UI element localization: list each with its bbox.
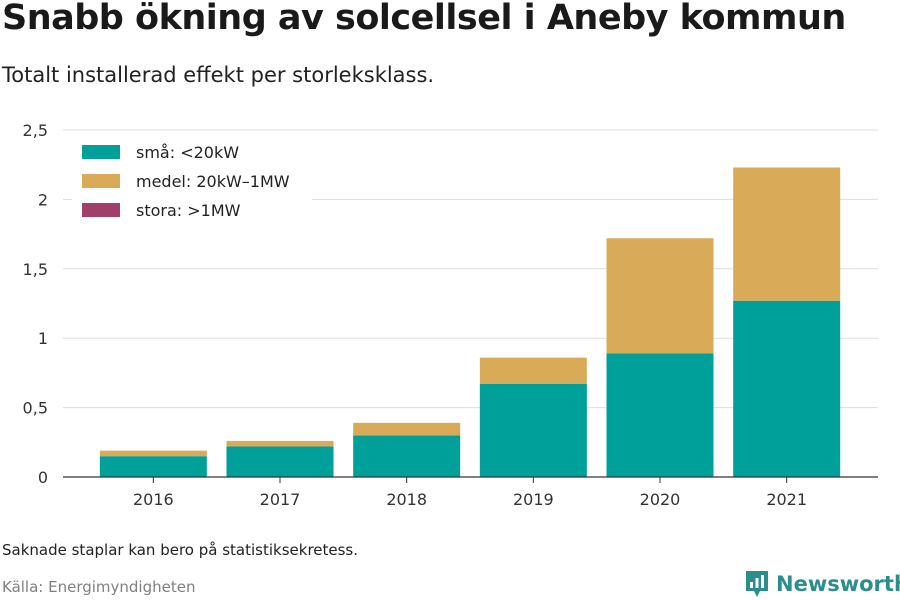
bar-segment (353, 422, 461, 436)
bar-segment (733, 300, 841, 477)
y-tick-label: 2,5 (23, 121, 48, 140)
bars (99, 167, 841, 477)
y-tick-label: 0,5 (23, 399, 48, 418)
legend: små: <20kW medel: 20kW–1MW stora: >1MW (72, 137, 312, 225)
chart-title: Snabb ökning av solcellsel i Aneby kommu… (2, 0, 846, 38)
bar-segment (353, 435, 461, 477)
x-tick-label: 2020 (640, 490, 681, 509)
bar-segment (226, 446, 334, 477)
y-tick-label: 1 (38, 329, 48, 348)
brand-logo: Newsworthy (744, 568, 900, 600)
x-tick-label: 2017 (260, 490, 301, 509)
bar-segment (479, 384, 587, 477)
legend-label: små: <20kW (136, 143, 239, 162)
y-axis-ticks: 0 0,5 1 1,5 2 2,5 (23, 121, 48, 487)
bar-segment (606, 238, 714, 354)
bar-segment (479, 357, 587, 385)
y-tick-label: 1,5 (23, 260, 48, 279)
bar-segment (226, 440, 334, 447)
x-tick-label: 2018 (386, 490, 427, 509)
legend-label: stora: >1MW (136, 201, 241, 220)
stacked-bar-chart: 0 0,5 1 1,5 2 2,5 2016 2017 2018 2019 2020 2021 sm… (23, 121, 878, 509)
chart-subtitle: Totalt installerad effekt per storlekskl… (2, 63, 435, 87)
x-tick-label: 2019 (513, 490, 554, 509)
footnote: Saknade staplar kan bero på statistiksek… (2, 541, 359, 559)
bar-segment (733, 167, 841, 301)
bar-segment (99, 456, 207, 477)
source-label: Källa: Energimyndigheten (2, 578, 196, 596)
bar-chart-icon (746, 571, 768, 597)
legend-label: medel: 20kW–1MW (136, 172, 290, 191)
y-tick-label: 2 (38, 190, 48, 209)
y-tick-label: 0 (38, 468, 48, 487)
x-tick-label: 2016 (133, 490, 174, 509)
bar-segment (606, 353, 714, 477)
brand-name: Newsworthy (776, 572, 900, 596)
x-tick-label: 2021 (766, 490, 807, 509)
legend-swatch (82, 174, 120, 188)
bar-segment (99, 450, 207, 457)
legend-swatch (82, 203, 120, 217)
legend-swatch (82, 145, 120, 159)
x-axis: 2016 2017 2018 2019 2020 2021 (63, 476, 878, 509)
